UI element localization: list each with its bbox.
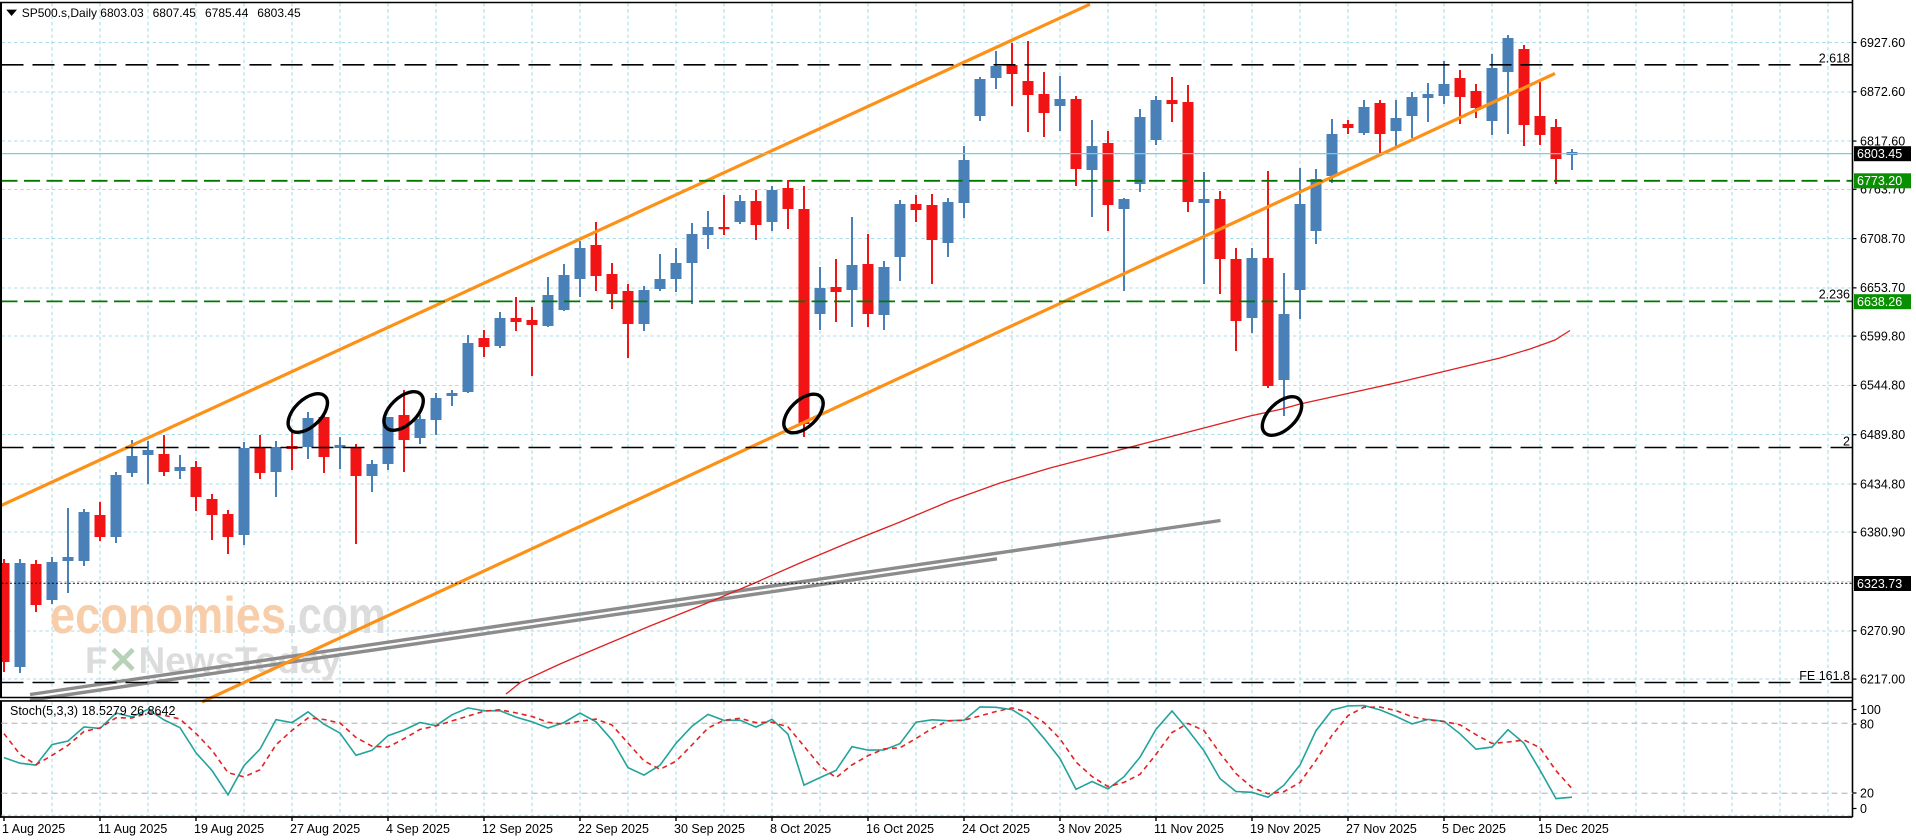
svg-text:6653.70: 6653.70 [1860,281,1905,295]
svg-text:6708.70: 6708.70 [1860,232,1905,246]
svg-text:6323.73: 6323.73 [1857,577,1902,591]
svg-text:Stoch(5,3,3) 18.5279 26.8642: Stoch(5,3,3) 18.5279 26.8642 [10,704,175,718]
svg-text:20: 20 [1860,786,1874,800]
svg-text:economies: economies [50,587,286,645]
svg-text:30 Sep 2025: 30 Sep 2025 [674,822,745,836]
svg-text:100: 100 [1860,703,1881,717]
svg-text:6773.20: 6773.20 [1857,174,1902,188]
svg-text:80: 80 [1860,717,1874,731]
svg-text:6803.45: 6803.45 [1857,147,1902,161]
svg-text:11 Nov 2025: 11 Nov 2025 [1154,822,1224,836]
svg-text:6489.80: 6489.80 [1860,428,1905,442]
svg-text:15 Dec 2025: 15 Dec 2025 [1538,822,1609,836]
svg-text:24 Oct 2025: 24 Oct 2025 [962,822,1030,836]
svg-text:6599.80: 6599.80 [1860,329,1905,343]
svg-text:6807.45: 6807.45 [153,6,197,20]
svg-text:6785.44: 6785.44 [205,6,249,20]
svg-text:27 Aug 2025: 27 Aug 2025 [290,822,360,836]
svg-text:6638.26: 6638.26 [1857,295,1902,309]
svg-text:0: 0 [1860,802,1867,816]
svg-text:6927.60: 6927.60 [1860,36,1905,50]
svg-text:2.236: 2.236 [1819,288,1850,302]
svg-text:6803.03: 6803.03 [100,6,144,20]
svg-text:3 Nov 2025: 3 Nov 2025 [1058,822,1122,836]
svg-text:6817.60: 6817.60 [1860,134,1905,148]
svg-text:27 Nov 2025: 27 Nov 2025 [1346,822,1417,836]
svg-text:6872.60: 6872.60 [1860,85,1905,99]
svg-text:.com: .com [286,587,386,645]
svg-text:FE 161.8: FE 161.8 [1799,669,1850,683]
svg-text:6380.90: 6380.90 [1860,526,1905,540]
svg-text:11 Aug 2025: 11 Aug 2025 [98,822,167,836]
svg-text:1 Aug 2025: 1 Aug 2025 [2,822,65,836]
svg-text:2: 2 [1843,435,1850,449]
svg-text:5 Dec 2025: 5 Dec 2025 [1442,822,1506,836]
svg-text:6803.45: 6803.45 [257,6,301,20]
svg-text:6434.80: 6434.80 [1860,477,1905,491]
svg-text:19 Aug 2025: 19 Aug 2025 [194,822,264,836]
svg-text:6270.90: 6270.90 [1860,624,1905,638]
svg-text:6217.00: 6217.00 [1860,672,1905,686]
svg-text:SP500.s,Daily: SP500.s,Daily [22,6,97,20]
svg-text:4 Sep 2025: 4 Sep 2025 [386,822,450,836]
svg-text:12 Sep 2025: 12 Sep 2025 [482,822,553,836]
svg-text:19 Nov 2025: 19 Nov 2025 [1250,822,1321,836]
svg-text:22 Sep 2025: 22 Sep 2025 [578,822,649,836]
svg-text:6544.80: 6544.80 [1860,379,1905,393]
svg-text:2.618: 2.618 [1819,52,1850,66]
svg-text:16 Oct 2025: 16 Oct 2025 [866,822,934,836]
svg-text:8 Oct 2025: 8 Oct 2025 [770,822,831,836]
